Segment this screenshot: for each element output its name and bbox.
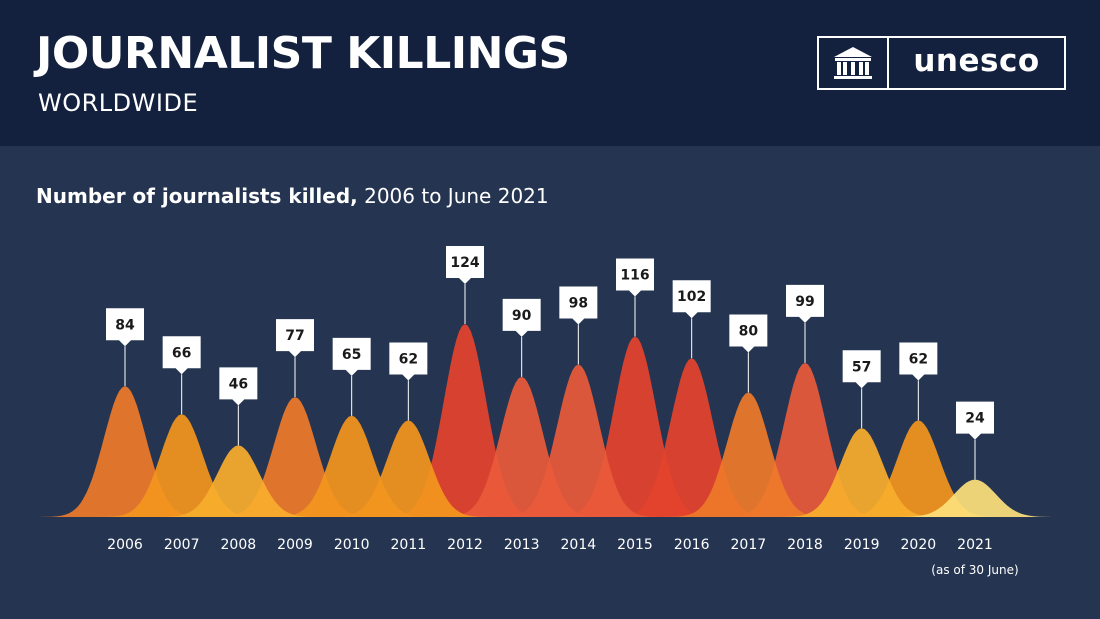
- value-label-2020: 62: [909, 352, 928, 368]
- value-label-2006: 84: [115, 317, 135, 333]
- year-label-2021: 2021: [957, 537, 993, 553]
- year-label-2006: 2006: [107, 537, 143, 553]
- peak-2018: [716, 362, 894, 517]
- page-title: JOURNALIST KILLINGS: [36, 28, 570, 79]
- year-label-2019: 2019: [844, 537, 880, 553]
- peak-2013: [433, 376, 610, 517]
- year-label-2018: 2018: [787, 537, 823, 553]
- value-label-box-2010: [332, 337, 371, 376]
- value-label-2016: 102: [677, 289, 706, 305]
- value-label-box-2011: [389, 342, 428, 381]
- value-label-2008: 46: [229, 376, 248, 392]
- value-label-box-2017: [729, 314, 768, 353]
- value-label-2017: 80: [739, 323, 759, 339]
- value-label-2013: 90: [512, 308, 532, 324]
- year-label-2014: 2014: [561, 537, 597, 553]
- logo-text: unesco: [913, 43, 1040, 79]
- value-label-box-2018: [786, 284, 824, 323]
- value-label-box-2012: [446, 246, 484, 284]
- value-label-box-2020: [899, 342, 938, 381]
- value-label-box-2019: [842, 350, 881, 389]
- peak-2012: [376, 324, 554, 517]
- chart-title-range: 2006 to June 2021: [364, 184, 549, 208]
- value-label-box-2013: [502, 298, 541, 337]
- page-subtitle: WORLDWIDE: [38, 89, 199, 117]
- value-label-2009: 77: [285, 328, 304, 344]
- header: JOURNALIST KILLINGS WORLDWIDE unesco: [0, 0, 1100, 146]
- labels-layer: 84 2006 66 2007 46 2008 77 2009 65 2010 62 2011 124 2…: [106, 246, 994, 553]
- value-label-box-2021: [956, 401, 994, 440]
- year-label-2013: 2013: [504, 537, 540, 553]
- peak-2021: [886, 479, 1064, 517]
- peak-2010: [263, 415, 440, 517]
- year-label-2016: 2016: [674, 537, 710, 553]
- value-label-2018: 99: [795, 294, 814, 310]
- peak-2019: [773, 428, 950, 517]
- chart-title: Number of journalists killed, 2006 to Ju…: [36, 182, 549, 210]
- value-label-2019: 57: [852, 359, 871, 375]
- value-label-box-2008: [219, 367, 258, 406]
- value-label-box-2015: [616, 258, 654, 297]
- peak-2006: [36, 386, 214, 517]
- year-label-2012: 2012: [447, 537, 483, 553]
- peaks-layer: [36, 324, 1064, 517]
- value-label-2015: 116: [620, 267, 649, 283]
- peak-2015: [546, 336, 724, 517]
- peak-2007: [93, 414, 270, 517]
- peak-2017: [660, 392, 837, 517]
- year-label-2015: 2015: [617, 537, 653, 553]
- unesco-logo: unesco: [817, 36, 1066, 90]
- value-label-2014: 98: [569, 295, 588, 311]
- value-label-2021: 24: [965, 411, 985, 427]
- year-label-2020: 2020: [901, 537, 937, 553]
- value-label-box-2016: [672, 280, 711, 319]
- year-label-2017: 2017: [731, 537, 767, 553]
- chart-title-bold: Number of journalists killed,: [36, 184, 358, 208]
- value-label-2012: 124: [450, 255, 479, 271]
- value-label-box-2006: [106, 308, 144, 347]
- year-label-2011: 2011: [391, 537, 427, 553]
- peak-2011: [320, 420, 497, 517]
- value-label-2007: 66: [172, 345, 191, 361]
- year-label-2010: 2010: [334, 537, 370, 553]
- peak-2020: [830, 420, 1007, 517]
- value-label-box-2009: [276, 319, 314, 358]
- peak-2008: [150, 445, 327, 517]
- year-label-2008: 2008: [221, 537, 257, 553]
- peak-2016: [603, 358, 780, 517]
- value-label-2011: 62: [399, 352, 418, 368]
- peak-2014: [490, 364, 667, 517]
- year-label-2009: 2009: [277, 537, 313, 553]
- chart-note: (as of 30 June): [931, 563, 1019, 577]
- value-label-box-2014: [559, 286, 598, 325]
- value-label-2010: 65: [342, 347, 361, 363]
- peak-2009: [206, 397, 384, 517]
- unesco-temple-icon: [819, 38, 889, 88]
- value-label-box-2007: [162, 336, 201, 375]
- year-label-2007: 2007: [164, 537, 200, 553]
